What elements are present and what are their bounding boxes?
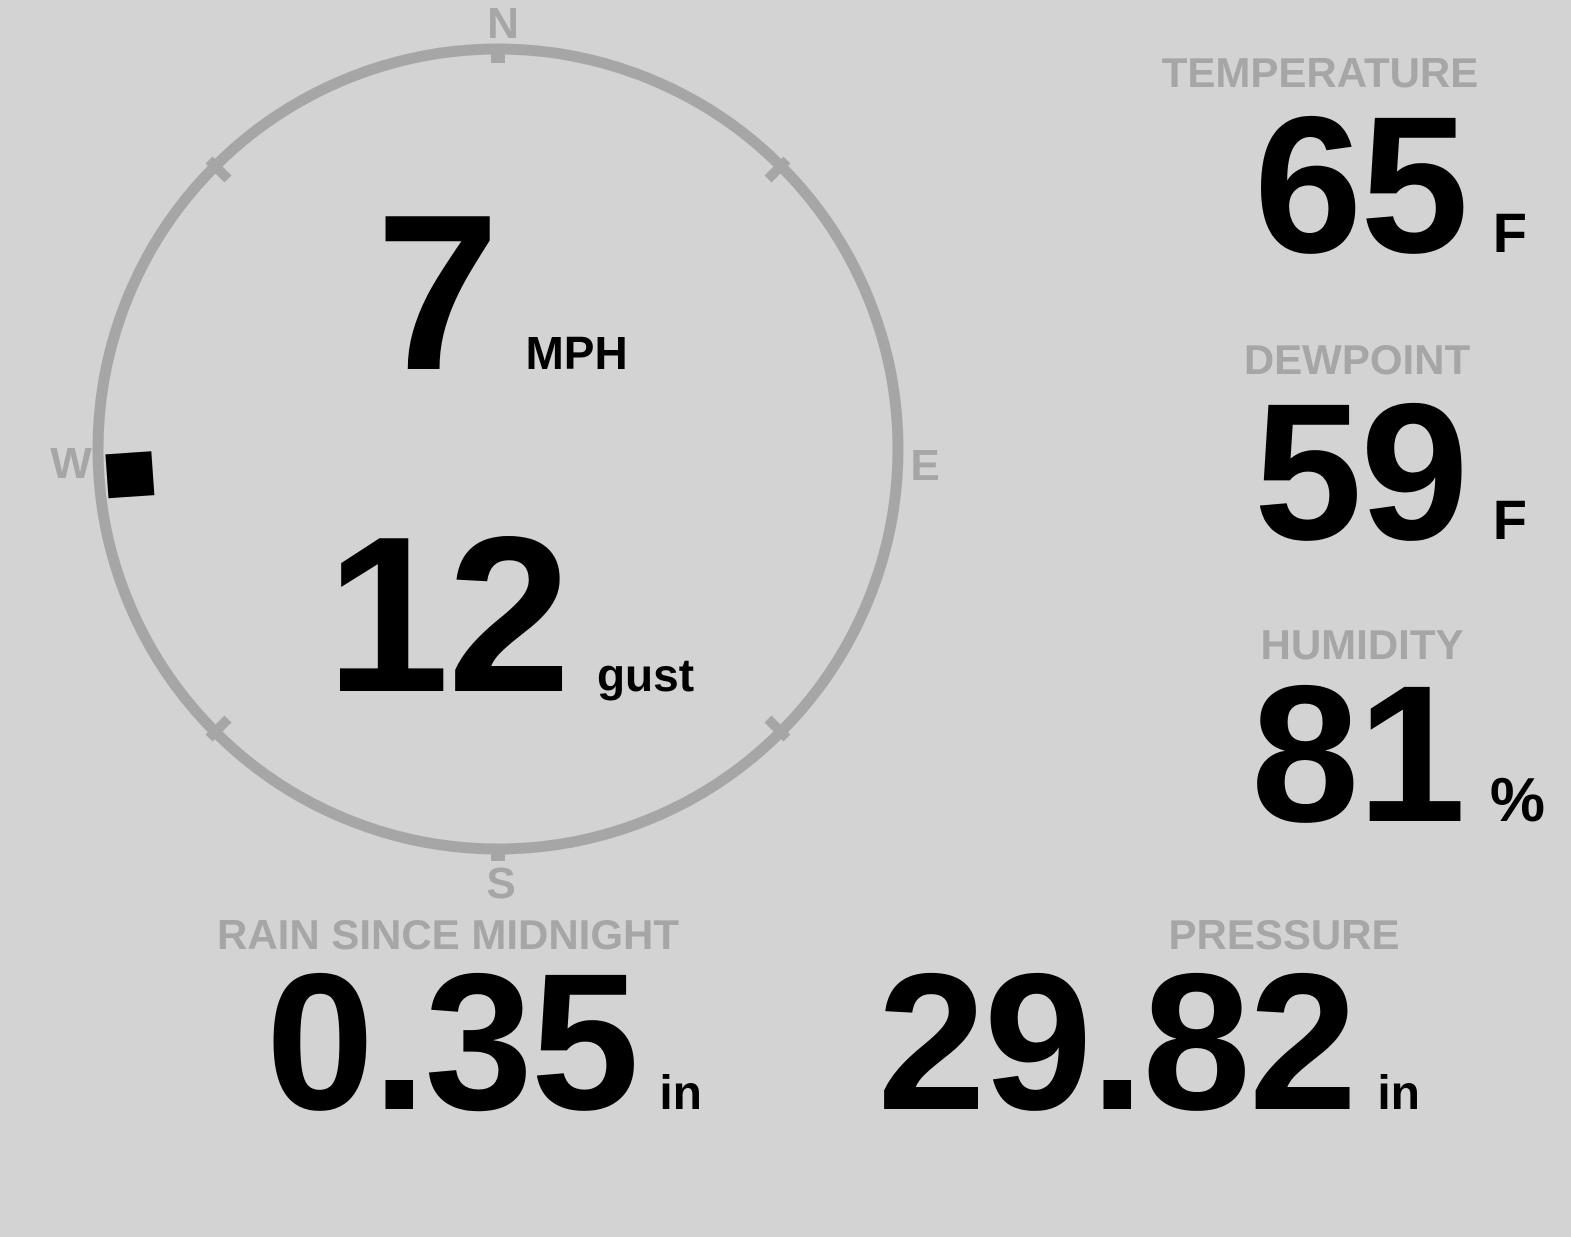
- wind-direction-marker: [105, 451, 155, 499]
- rain-value: 0.35: [265, 933, 640, 1151]
- wind-gust: 12 gust: [326, 504, 694, 726]
- tick-se-icon: [764, 715, 791, 742]
- pressure-label: PRESSURE: [1168, 911, 1400, 958]
- temperature-unit: F: [1492, 201, 1527, 264]
- temperature-value: 65: [1253, 76, 1469, 294]
- compass-letters: N E S W: [50, 0, 939, 908]
- temperature-label: TEMPERATURE: [1161, 49, 1479, 96]
- tick-sw-icon: [205, 715, 232, 742]
- wind-gust-value: 12: [326, 491, 571, 739]
- wind-speed-unit: MPH: [525, 327, 628, 379]
- compass-south-label: S: [486, 859, 515, 908]
- tick-ne-icon: [764, 156, 791, 183]
- temperature-reading: 65 F: [1254, 88, 1527, 283]
- wind-speed-value: 7: [376, 169, 499, 417]
- compass-west-label: W: [50, 439, 92, 488]
- humidity-label: HUMIDITY: [1260, 621, 1464, 668]
- rain-unit: in: [659, 1067, 702, 1120]
- rain-label: RAIN SINCE MIDNIGHT: [217, 911, 679, 958]
- compass-east-label: E: [910, 441, 939, 490]
- compass-ticks: [205, 50, 791, 861]
- humidity-unit: %: [1489, 766, 1545, 835]
- humidity-reading: 81 %: [1251, 657, 1545, 852]
- wind-gust-label: gust: [596, 649, 695, 701]
- dewpoint-unit: F: [1492, 488, 1527, 551]
- pressure-value: 29.82: [877, 933, 1357, 1151]
- humidity-value: 81: [1250, 645, 1466, 863]
- tick-nw-icon: [205, 156, 232, 183]
- pressure-reading: 29.82 in: [877, 945, 1420, 1140]
- pressure-unit: in: [1377, 1067, 1420, 1120]
- dewpoint-value: 59: [1253, 363, 1469, 581]
- rain-reading: 0.35 in: [266, 945, 702, 1140]
- dewpoint-reading: 59 F: [1254, 375, 1527, 570]
- wind-speed: 7 MPH: [376, 182, 628, 404]
- dewpoint-label: DEWPOINT: [1243, 336, 1471, 383]
- compass-north-label: N: [487, 0, 519, 48]
